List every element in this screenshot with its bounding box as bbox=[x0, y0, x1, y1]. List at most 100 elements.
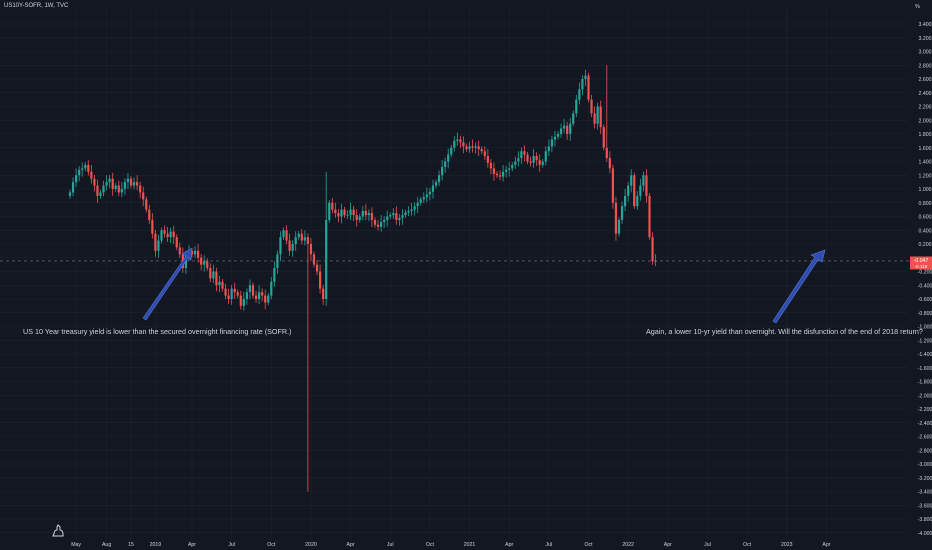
candle bbox=[245, 288, 248, 305]
candle bbox=[407, 206, 410, 217]
candle-body bbox=[230, 288, 233, 299]
candle bbox=[224, 283, 227, 300]
price-tick-label: -1.800 bbox=[918, 380, 932, 386]
tradingview-logo-icon[interactable] bbox=[50, 524, 66, 538]
candle-body bbox=[163, 230, 166, 234]
candle bbox=[477, 140, 480, 156]
candle-body bbox=[614, 202, 618, 234]
candle bbox=[648, 193, 651, 240]
candle-body bbox=[541, 161, 544, 165]
candle bbox=[639, 178, 642, 201]
candle bbox=[541, 158, 544, 168]
candle-body bbox=[285, 230, 288, 241]
candle-body bbox=[215, 271, 218, 286]
candle-body bbox=[617, 219, 621, 234]
price-axis-unit: % bbox=[915, 4, 920, 10]
candle bbox=[380, 215, 383, 232]
candle bbox=[258, 285, 261, 304]
candle bbox=[99, 189, 102, 199]
candle bbox=[279, 231, 282, 262]
candle bbox=[480, 146, 483, 154]
time-tick-label: Jul bbox=[228, 542, 235, 548]
candle-body bbox=[294, 237, 297, 244]
candle-body bbox=[90, 171, 93, 179]
candle-body bbox=[331, 202, 334, 210]
candle bbox=[526, 151, 529, 165]
candle bbox=[312, 251, 316, 268]
candle bbox=[581, 75, 584, 96]
time-tick-label: Apr bbox=[505, 542, 513, 548]
candle-body bbox=[431, 185, 435, 192]
candle bbox=[627, 181, 630, 202]
candle bbox=[505, 165, 508, 178]
time-tick-label: 2019 bbox=[150, 542, 162, 548]
candle bbox=[337, 209, 340, 223]
candle-body bbox=[495, 173, 499, 176]
candle bbox=[126, 172, 130, 189]
candle-body bbox=[258, 292, 261, 299]
candle bbox=[236, 289, 239, 299]
candle bbox=[453, 136, 456, 152]
candle-body bbox=[111, 178, 114, 189]
current-price-value: -0.047 bbox=[914, 258, 929, 264]
candle bbox=[444, 157, 447, 173]
candle-body bbox=[529, 161, 532, 163]
price-tick-label: -0.400 bbox=[918, 283, 932, 289]
candle bbox=[221, 279, 224, 292]
candle bbox=[437, 170, 441, 186]
candle bbox=[294, 231, 297, 251]
candle bbox=[346, 210, 349, 219]
candle bbox=[102, 180, 105, 197]
annotation-arrow-2 bbox=[772, 249, 826, 324]
candle bbox=[123, 178, 126, 195]
candle bbox=[389, 212, 392, 220]
candle bbox=[596, 102, 599, 130]
time-tick-label: 15 bbox=[128, 542, 134, 548]
price-tick-label: 0.800 bbox=[919, 201, 932, 207]
candle bbox=[75, 168, 78, 187]
candle-body bbox=[651, 237, 654, 262]
candle bbox=[178, 242, 181, 259]
candle-body bbox=[453, 140, 456, 148]
candle bbox=[575, 94, 578, 118]
candle bbox=[441, 160, 444, 181]
candle-body bbox=[502, 171, 505, 177]
candle bbox=[166, 226, 169, 242]
candle bbox=[483, 146, 486, 160]
candle-body bbox=[538, 160, 541, 165]
candle bbox=[364, 204, 367, 220]
price-tick-label: 3.400 bbox=[919, 22, 932, 28]
candle bbox=[212, 264, 215, 284]
candle-body bbox=[132, 182, 136, 186]
candle-body bbox=[380, 222, 383, 227]
candle bbox=[349, 202, 352, 220]
candle-body bbox=[590, 99, 593, 114]
candle bbox=[175, 234, 178, 251]
candle-body bbox=[376, 224, 380, 227]
candle-body bbox=[572, 113, 575, 124]
annotation-text-2: Again, a lower 10-yr yield than overnigh… bbox=[646, 327, 923, 336]
candle-body bbox=[520, 151, 523, 159]
candle-body bbox=[154, 233, 157, 251]
candle bbox=[306, 233, 309, 492]
candle-body bbox=[236, 292, 239, 296]
candle bbox=[215, 267, 218, 292]
candle-body bbox=[633, 175, 636, 207]
candle-body bbox=[425, 194, 428, 198]
candle-body bbox=[151, 219, 154, 234]
candle-body bbox=[462, 142, 465, 147]
candle-body bbox=[172, 231, 175, 238]
candle-body bbox=[120, 189, 123, 193]
candle bbox=[520, 147, 523, 164]
candle-body bbox=[309, 244, 313, 255]
candle-body bbox=[340, 209, 343, 217]
price-tick-label: -0.600 bbox=[918, 297, 932, 303]
candle-body bbox=[468, 146, 471, 150]
symbol-title[interactable]: US10Y-SOFR, 1W, TVC bbox=[4, 3, 69, 9]
candle bbox=[172, 225, 175, 244]
candle-body bbox=[654, 260, 657, 262]
candle-body bbox=[535, 156, 538, 161]
candle-body bbox=[78, 169, 81, 176]
candle bbox=[291, 240, 294, 257]
